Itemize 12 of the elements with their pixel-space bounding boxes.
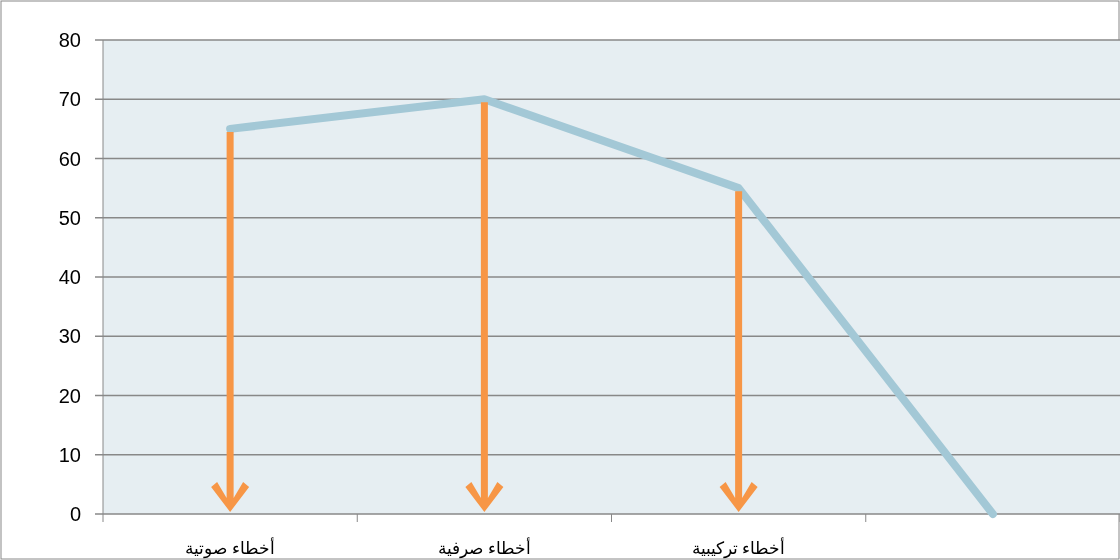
y-tick-label: 70 bbox=[58, 88, 81, 111]
y-tick-label: 0 bbox=[69, 503, 81, 525]
y-tick-label: 30 bbox=[58, 325, 81, 348]
y-tick-label: 20 bbox=[58, 384, 81, 407]
x-tick-label: أخطاء صوتية bbox=[185, 537, 275, 559]
y-tick-label: 50 bbox=[58, 206, 81, 229]
y-tick-label: 80 bbox=[58, 29, 81, 51]
y-tick-label: 10 bbox=[58, 443, 81, 466]
x-tick-label: أخطاء صرفية bbox=[438, 537, 531, 559]
y-tick-label: 60 bbox=[58, 147, 81, 170]
y-tick-label: 40 bbox=[58, 266, 81, 288]
x-tick-label: أخطاء تركيبية bbox=[691, 537, 786, 559]
